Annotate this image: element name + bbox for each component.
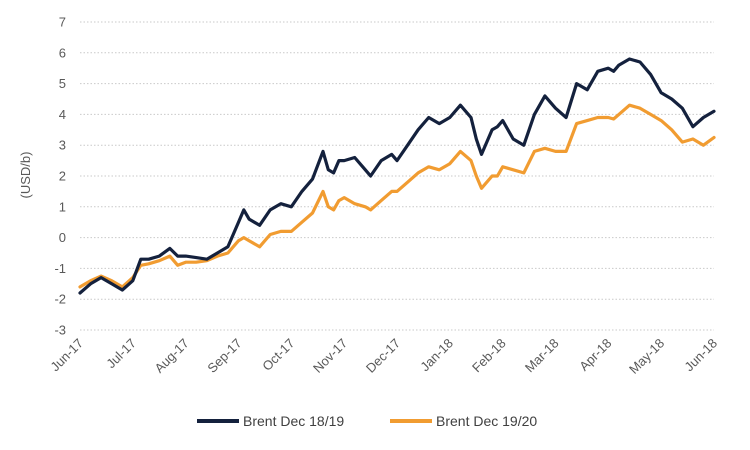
x-tick-label: Feb-18 <box>469 336 509 376</box>
x-tick-label: Jan-18 <box>417 336 456 375</box>
x-tick-label: Nov-17 <box>310 336 350 376</box>
y-axis-ticks: -3 -2 -1 0 1 2 3 4 5 6 7 <box>54 15 66 338</box>
x-tick-label: Jun-17 <box>47 336 86 375</box>
y-tick-label: 3 <box>59 138 66 153</box>
y-tick-label: -3 <box>54 323 66 338</box>
x-tick-label: Sep-17 <box>204 336 244 376</box>
y-tick-label: 1 <box>59 199 66 214</box>
y-tick-label: 5 <box>59 76 66 91</box>
x-tick-label: Apr-18 <box>576 336 614 374</box>
x-tick-label: Jul-17 <box>103 336 139 372</box>
y-tick-label: -2 <box>54 292 66 307</box>
y-tick-label: 6 <box>59 45 66 60</box>
series-line <box>78 103 716 289</box>
x-axis-ticks: Jun-17 Jul-17 Aug-17 Sep-17 Oct-17 Nov-17 Dec-… <box>47 336 720 377</box>
y-tick-label: 7 <box>59 15 66 30</box>
series-line <box>78 57 716 295</box>
x-tick-label: Mar-18 <box>522 336 562 376</box>
y-tick-label: 0 <box>59 230 66 245</box>
x-tick-label: May-18 <box>626 336 667 377</box>
x-tick-label: Oct-17 <box>259 336 297 374</box>
legend: Brent Dec 18/19 Brent Dec 19/20 <box>197 413 537 429</box>
y-axis-title: (USD/b) <box>18 152 33 199</box>
legend-label: Brent Dec 19/20 <box>436 413 537 429</box>
y-tick-label: 2 <box>59 169 66 184</box>
y-tick-label: -1 <box>54 261 66 276</box>
series-lines <box>78 57 716 295</box>
legend-label: Brent Dec 18/19 <box>243 413 344 429</box>
x-tick-label: Jun-18 <box>681 336 720 375</box>
gridlines <box>80 21 714 331</box>
x-tick-label: Aug-17 <box>152 336 192 376</box>
y-tick-label: 4 <box>59 107 66 122</box>
x-tick-label: Dec-17 <box>363 336 403 376</box>
